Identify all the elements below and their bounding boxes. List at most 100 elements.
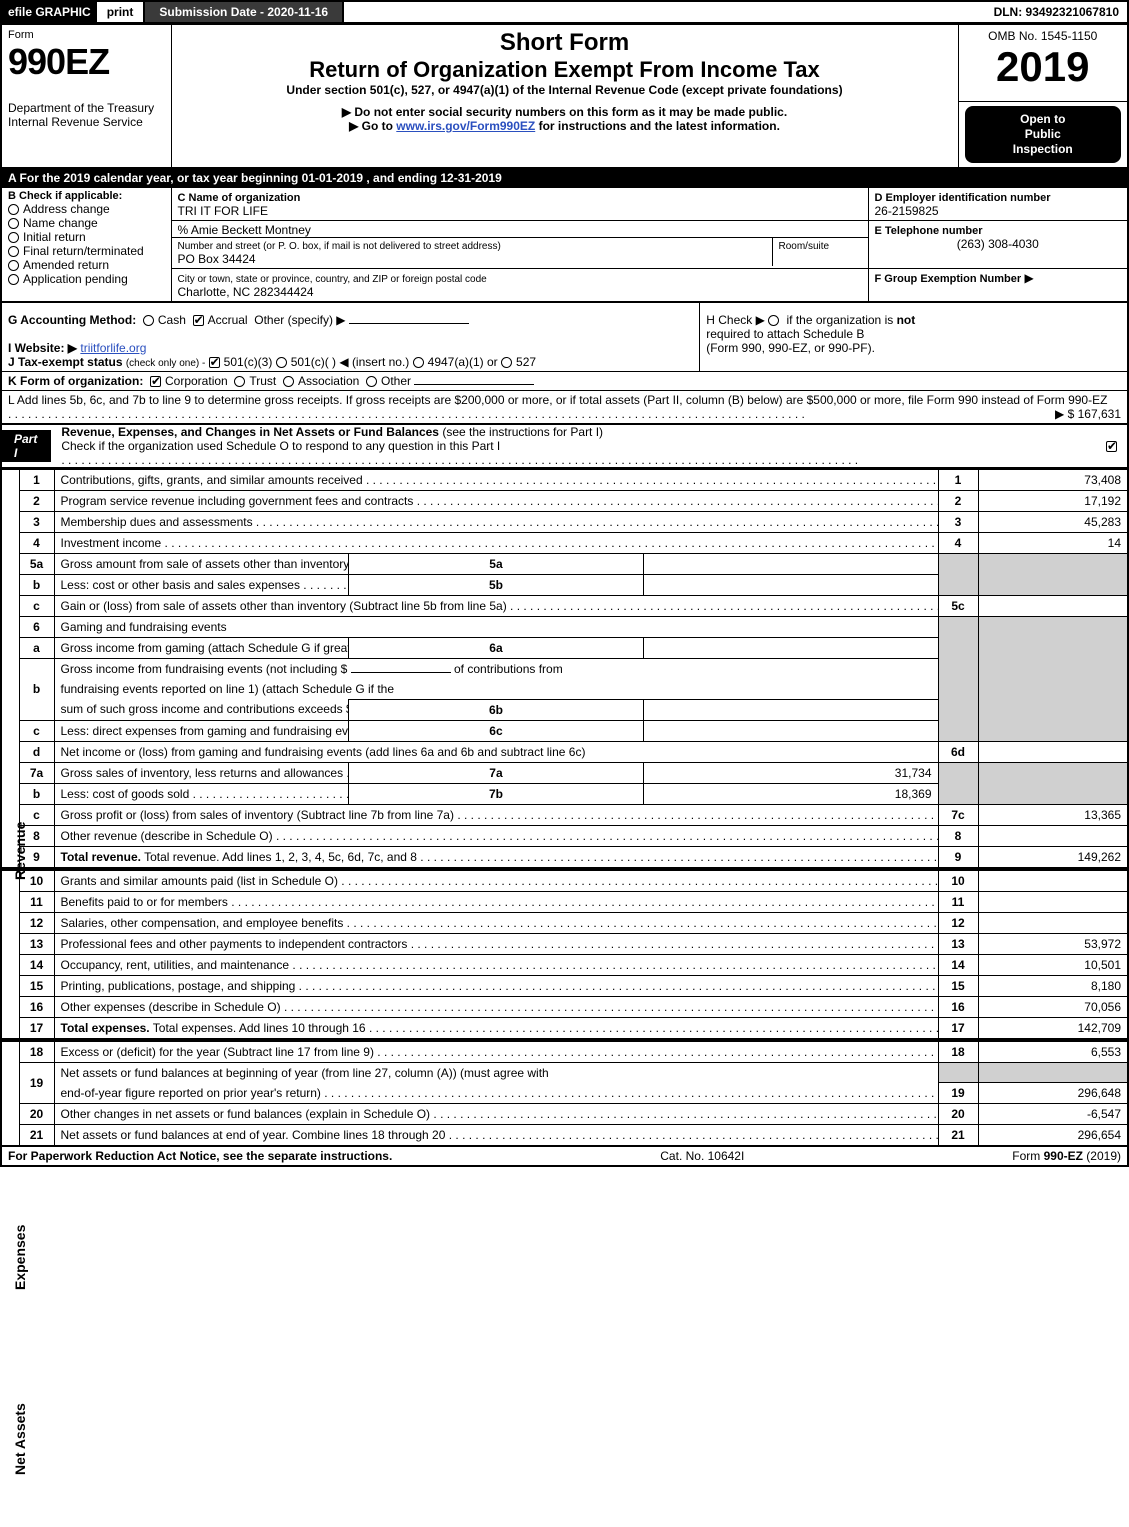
c-5c: 5c — [938, 595, 978, 616]
chk-corp[interactable] — [150, 376, 161, 387]
chk-final-return[interactable] — [8, 246, 19, 257]
lbl-final-return: Final return/terminated — [23, 244, 144, 258]
b-total-exp: Total expenses. — [61, 1021, 150, 1035]
m-5a: 5a — [349, 553, 644, 574]
lbl-501c: 501(c)( ) ◀ (insert no.) — [291, 355, 410, 369]
lbl-application-pending: Application pending — [23, 272, 128, 286]
chk-h[interactable] — [768, 315, 779, 326]
open1: Open to — [1020, 112, 1065, 126]
c-16: 16 — [938, 996, 978, 1017]
v-21: 296,654 — [978, 1125, 1128, 1147]
mv-6c — [643, 720, 938, 741]
footer-right-bold: 990-EZ — [1044, 1149, 1083, 1163]
website-link[interactable]: triitforlife.org — [80, 341, 146, 355]
part1-subtext: Check if the organization used Schedule … — [61, 439, 500, 453]
c-13: 13 — [938, 933, 978, 954]
ln-13: 13 — [19, 933, 54, 954]
input-6b-amount[interactable] — [351, 672, 451, 673]
v-16: 70,056 — [978, 996, 1128, 1017]
v-1: 73,408 — [978, 469, 1128, 490]
dln: DLN: 93492321067810 — [986, 2, 1127, 22]
d-4: Investment income — [61, 536, 939, 550]
chk-name-change[interactable] — [8, 218, 19, 229]
open-to-public: Open to Public Inspection — [965, 106, 1122, 163]
footer-right-post: (2019) — [1083, 1149, 1121, 1163]
irs-link[interactable]: www.irs.gov/Form990EZ — [396, 119, 535, 133]
v-2: 17,192 — [978, 490, 1128, 511]
chk-501c3[interactable] — [209, 357, 220, 368]
subtitle: Under section 501(c), 527, or 4947(a)(1)… — [178, 83, 952, 97]
d-11: Benefits paid to or for members — [61, 895, 939, 909]
lbl-cash: Cash — [158, 313, 186, 327]
j-label: J Tax-exempt status — [8, 355, 123, 369]
lbl-amended-return: Amended return — [23, 258, 109, 272]
other-method-input[interactable] — [349, 323, 469, 324]
chk-527[interactable] — [501, 357, 512, 368]
v-3: 45,283 — [978, 511, 1128, 532]
identity-block: B Check if applicable: Address change Na… — [0, 187, 1129, 303]
side-label-revenue: Revenue — [12, 822, 28, 880]
mv-6a — [643, 637, 938, 658]
other-org-input[interactable] — [414, 384, 534, 385]
ein: 26-2159825 — [875, 204, 939, 218]
c-7c: 7c — [938, 804, 978, 825]
d-6b-1b: of contributions from — [454, 662, 563, 676]
goto-pre: Go to — [362, 119, 397, 133]
d-6a: Gross income from gaming (attach Schedul… — [61, 641, 349, 655]
d-20: Other changes in net assets or fund bala… — [61, 1107, 939, 1121]
d-14: Occupancy, rent, utilities, and maintena… — [61, 958, 939, 972]
omb-number: OMB No. 1545-1150 — [965, 29, 1122, 43]
page-footer: For Paperwork Reduction Act Notice, see … — [0, 1147, 1129, 1167]
ln-7a: 7a — [19, 762, 54, 783]
ln-6a: a — [19, 637, 54, 658]
chk-initial-return[interactable] — [8, 232, 19, 243]
misc-block: G Accounting Method: Cash Accrual Other … — [0, 303, 1129, 372]
return-title: Return of Organization Exempt From Incom… — [178, 57, 952, 83]
dept-irs: Internal Revenue Service — [8, 115, 165, 129]
d-19-1: Net assets or fund balances at beginning… — [61, 1066, 549, 1080]
c-15: 15 — [938, 975, 978, 996]
chk-application-pending[interactable] — [8, 274, 19, 285]
d-6d: Net income or (loss) from gaming and fun… — [61, 745, 586, 759]
m-7b: 7b — [349, 783, 644, 804]
h-line3: (Form 990, 990-EZ, or 990-PF). — [706, 341, 875, 355]
j-hint: (check only one) - — [126, 358, 205, 369]
open2: Public — [1025, 127, 1061, 141]
chk-trust[interactable] — [234, 376, 245, 387]
m-7a: 7a — [349, 762, 644, 783]
box-d-label: D Employer identification number — [875, 192, 1051, 204]
submission-date: Submission Date - 2020-11-16 — [145, 2, 344, 22]
chk-part1-scho[interactable] — [1106, 441, 1117, 452]
ln-3: 3 — [19, 511, 54, 532]
chk-4947[interactable] — [413, 357, 424, 368]
c-1: 1 — [938, 469, 978, 490]
side-label-netassets: Net Assets — [12, 1403, 28, 1475]
chk-address-change[interactable] — [8, 204, 19, 215]
ln-11: 11 — [19, 891, 54, 912]
chk-cash[interactable] — [143, 315, 154, 326]
lbl-other-method: Other (specify) ▶ — [254, 313, 345, 327]
chk-assoc[interactable] — [283, 376, 294, 387]
ln-6: 6 — [19, 616, 54, 637]
part1-header: Part I Revenue, Expenses, and Changes in… — [0, 424, 1129, 469]
d-7a: Gross sales of inventory, less returns a… — [61, 766, 349, 780]
open3: Inspection — [1013, 142, 1073, 156]
v-18: 6,553 — [978, 1041, 1128, 1063]
chk-other-org[interactable] — [366, 376, 377, 387]
h-pre: H Check ▶ — [706, 313, 765, 327]
print-button[interactable]: print — [97, 2, 146, 22]
chk-501c[interactable] — [276, 357, 287, 368]
ln-7b: b — [19, 783, 54, 804]
i-label: I Website: ▶ — [8, 341, 77, 355]
box-e-label: E Telephone number — [875, 225, 983, 237]
m-6c: 6c — [349, 720, 644, 741]
c-9: 9 — [938, 846, 978, 868]
c-18: 18 — [938, 1041, 978, 1063]
v-10 — [978, 870, 1128, 892]
mv-5a — [643, 553, 938, 574]
chk-amended-return[interactable] — [8, 260, 19, 271]
revenue-table: 1 Contributions, gifts, grants, and simi… — [0, 469, 1129, 869]
chk-accrual[interactable] — [193, 315, 204, 326]
org-name: TRI IT FOR LIFE — [178, 204, 268, 218]
lbl-assoc: Association — [298, 374, 359, 388]
